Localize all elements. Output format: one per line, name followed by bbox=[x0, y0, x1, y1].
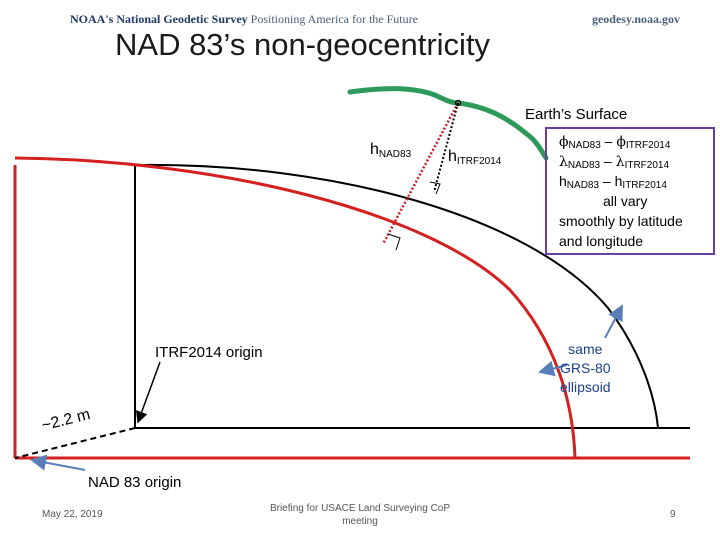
phi-symbol: ϕ bbox=[559, 134, 569, 150]
footer-page-number: 9 bbox=[670, 509, 676, 520]
nad83-ellipsoid-arc bbox=[14, 156, 577, 459]
phi-symbol-2: ϕ bbox=[616, 134, 626, 150]
lambda-symbol-2: λ bbox=[615, 154, 625, 170]
phi-sub-itrf: ITRF2014 bbox=[625, 140, 671, 151]
h-itrf2014-h: h bbox=[448, 148, 457, 165]
nad83-origin-pointer bbox=[30, 454, 86, 471]
slide-title: NAD 83’s non-geocentricity bbox=[115, 27, 491, 62]
lambda-symbol: λ bbox=[559, 154, 568, 170]
right-angle-nad83 bbox=[387, 233, 401, 251]
same-ellipsoid-label: same GRS-80 ellipsoid bbox=[560, 340, 611, 397]
lambda-sub-itrf: ITRF2014 bbox=[624, 160, 670, 171]
h-nad83-line bbox=[381, 102, 460, 245]
surface-point bbox=[454, 99, 462, 107]
footer-date: May 22, 2019 bbox=[42, 509, 103, 520]
differences-box: ϕNAD83 – ϕITRF2014 λNAD83 – λITRF2014 hN… bbox=[545, 127, 715, 255]
h-itrf2014-label: hITRF2014 bbox=[448, 148, 501, 167]
h-itrf2014-line bbox=[433, 102, 459, 193]
same-line-2: GRS-80 bbox=[560, 360, 611, 376]
nad83-origin-label: NAD 83 origin bbox=[88, 474, 182, 491]
earth-surface-label: Earth’s Surface bbox=[525, 106, 628, 123]
same-line-1: same bbox=[568, 341, 603, 357]
h-itrf2014-sub: ITRF2014 bbox=[456, 156, 502, 167]
vary-line-2: smoothly by latitude bbox=[559, 213, 683, 229]
footer-center-line-1: Briefing for USACE Land Surveying CoP bbox=[269, 503, 451, 514]
itrf-origin-label: ITRF2014 origin bbox=[155, 344, 263, 361]
phi-sub-nad83: NAD83 bbox=[568, 140, 601, 151]
phi-minus: – bbox=[600, 133, 617, 149]
h-sub-nad83: NAD83 bbox=[566, 180, 600, 191]
lambda-sub-nad83: NAD83 bbox=[567, 160, 601, 171]
h-minus: – bbox=[599, 173, 615, 189]
h-symbol: h bbox=[559, 173, 567, 189]
footer-center: Briefing for USACE Land Surveying CoP me… bbox=[260, 502, 460, 528]
h-sub-itrf: ITRF2014 bbox=[622, 180, 667, 191]
footer-center-line-2: meeting bbox=[342, 516, 378, 527]
itrf-ellipsoid-arc bbox=[134, 163, 659, 429]
same-ellipsoid-pointer bbox=[538, 360, 568, 377]
vary-line-1: all vary bbox=[603, 193, 648, 209]
phi-difference: ϕNAD83 – ϕITRF2014 bbox=[559, 133, 670, 151]
same-line-3: ellipsoid bbox=[560, 379, 611, 395]
lambda-minus: – bbox=[600, 153, 616, 169]
header-website: geodesy.noaa.gov bbox=[591, 12, 680, 26]
itrf-origin-pointer bbox=[135, 361, 161, 424]
box-pointer bbox=[604, 304, 623, 339]
h-nad83-h: h bbox=[370, 141, 379, 158]
origin-offset-line bbox=[14, 427, 136, 459]
org-tagline: Positioning America for the Future bbox=[250, 12, 418, 26]
org-name: NOAA's National Geodetic Survey bbox=[70, 12, 248, 26]
lambda-difference: λNAD83 – λITRF2014 bbox=[559, 153, 669, 171]
vary-line-3: and longitude bbox=[559, 233, 644, 249]
h-nad83-label: hNAD83 bbox=[370, 141, 411, 160]
h-nad83-sub: NAD83 bbox=[378, 149, 412, 160]
h-symbol-2: h bbox=[614, 173, 623, 189]
h-difference: hNAD83 – hITRF2014 bbox=[559, 173, 667, 191]
header-org: NOAA's National Geodetic Survey Position… bbox=[70, 12, 418, 27]
right-angle-itrf bbox=[429, 181, 441, 195]
